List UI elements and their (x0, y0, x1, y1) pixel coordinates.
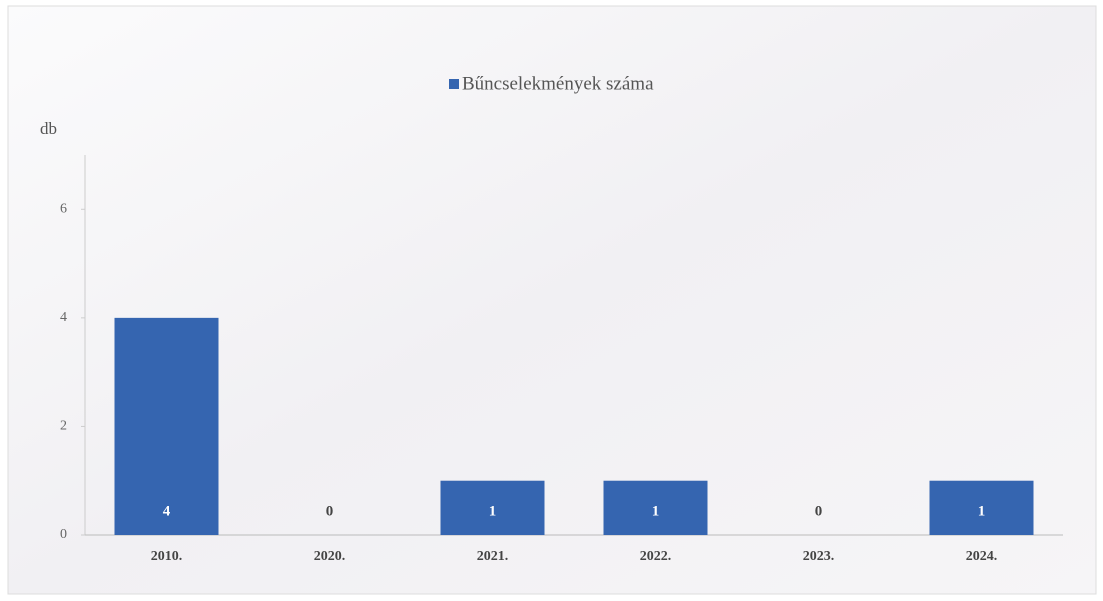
data-label: 1 (652, 503, 660, 519)
y-tick-label: 4 (60, 310, 67, 325)
x-tick-label: 2020. (314, 549, 346, 564)
y-tick-label: 0 (60, 527, 67, 542)
data-label: 1 (489, 503, 497, 519)
bar (929, 480, 1034, 535)
bar (440, 480, 545, 535)
x-tick-label: 2010. (151, 549, 183, 564)
data-label: 0 (326, 503, 334, 519)
legend-swatch (449, 79, 459, 89)
y-axis-label: db (40, 119, 57, 138)
x-tick-label: 2023. (803, 549, 835, 564)
legend-label: Bűncselekmények száma (462, 73, 654, 94)
x-tick-label: 2024. (966, 549, 998, 564)
y-tick-label: 2 (60, 419, 67, 434)
data-label: 1 (978, 503, 986, 519)
bar (114, 317, 219, 535)
bar (603, 480, 708, 535)
x-tick-label: 2021. (477, 549, 509, 564)
data-label: 0 (815, 503, 823, 519)
data-label: 4 (163, 503, 171, 519)
x-tick-label: 2022. (640, 549, 672, 564)
y-tick-label: 6 (60, 202, 67, 217)
